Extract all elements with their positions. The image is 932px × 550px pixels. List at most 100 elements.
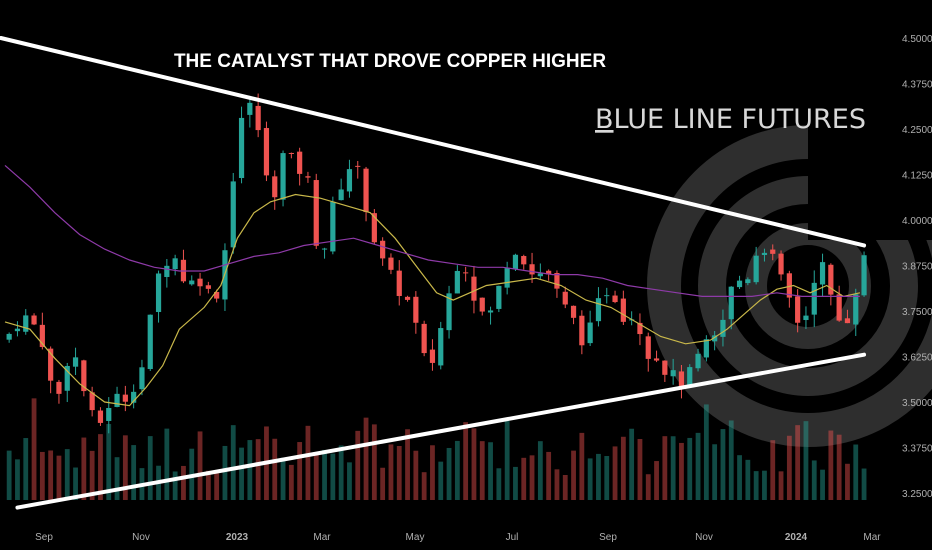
volume-bar [811, 460, 817, 500]
volume-bar [836, 434, 842, 500]
volume-bar [81, 437, 87, 500]
volume-bar [554, 469, 560, 500]
moving-average-line-1 [4, 193, 861, 407]
volume-bar [845, 463, 850, 500]
candlesticks [6, 93, 867, 434]
x-tick-label: Mar [863, 532, 881, 543]
volume-bar [172, 471, 178, 500]
candle-body [595, 298, 602, 322]
candle-body [31, 315, 37, 325]
volume-bar [363, 417, 369, 500]
y-tick-label: 3.8750 [902, 262, 932, 273]
candle-body [570, 305, 577, 318]
volume-bar [513, 466, 518, 500]
candle-body [753, 255, 759, 283]
volume-bar [820, 469, 825, 500]
volume-bar [828, 430, 834, 500]
volume-bar [454, 440, 460, 500]
volume-bar [114, 457, 120, 500]
candle-body [388, 257, 394, 270]
volume-bar [31, 398, 37, 500]
volume-bar [488, 442, 493, 500]
y-tick-label: 4.1250 [902, 171, 932, 182]
candle-body [147, 314, 153, 370]
volume-bar [15, 459, 20, 500]
volume-bar [471, 428, 477, 500]
volume-bar [479, 441, 485, 500]
candle-body [521, 256, 527, 265]
candle-body [131, 391, 137, 403]
candle-body [562, 291, 568, 305]
volume-bar [629, 428, 635, 500]
candle-body [238, 117, 245, 179]
lower-trendline [15, 352, 867, 510]
candle-body [380, 240, 386, 259]
y-tick-label: 3.3750 [902, 444, 932, 455]
x-tick-label: Jul [506, 532, 519, 543]
volume-bar [131, 445, 137, 500]
candle-body [612, 295, 618, 303]
candle-body [197, 278, 203, 287]
candle-body [496, 285, 502, 309]
candle-body [263, 128, 270, 176]
volume-bar [98, 434, 103, 500]
volume-bar [330, 453, 336, 500]
candle-body [205, 285, 211, 289]
y-tick-label: 4.2500 [902, 125, 932, 136]
y-tick-label: 4.5000 [902, 34, 932, 45]
candle-body [122, 394, 128, 402]
candle-body [89, 392, 95, 411]
volume-bar [214, 473, 220, 500]
volume-bar [571, 450, 576, 500]
volume-bar [770, 440, 776, 500]
volume-bar [795, 425, 801, 500]
volume-bar [521, 457, 527, 500]
candle-body [745, 279, 751, 284]
candle-body [255, 105, 261, 131]
volume-bar [405, 429, 410, 500]
candle-body [712, 335, 718, 342]
volume-bar [297, 442, 303, 500]
volume-bar [637, 439, 643, 500]
volume-bar [529, 455, 535, 500]
volume-bar [496, 468, 502, 500]
volume-bar [122, 435, 128, 500]
volume-bar [23, 438, 29, 500]
candle-body [670, 370, 676, 377]
volume-bar [645, 474, 651, 500]
volume-bar [546, 451, 552, 500]
upper-trendline [0, 36, 867, 248]
candle-body [587, 322, 593, 344]
svg-text:BLUE LINE FUTURES: BLUE LINE FUTURES [595, 104, 866, 135]
candle-body [355, 165, 361, 167]
x-tick-label: 2023 [226, 532, 249, 543]
candle-body [321, 248, 328, 250]
volume-bar [537, 441, 543, 500]
candle-body [695, 353, 701, 369]
candle-body [487, 310, 494, 313]
chart-title: THE CATALYST THAT DROVE COPPER HIGHER [174, 51, 606, 72]
candle-body [463, 272, 469, 274]
candle-body [330, 201, 336, 252]
volume-bar [56, 455, 62, 500]
candle-body [728, 286, 734, 320]
volume-bar [861, 468, 867, 500]
candle-body [761, 252, 768, 256]
volume-bar [446, 447, 452, 500]
candle-body [678, 371, 685, 389]
volume-bar [745, 459, 751, 500]
candle-body [313, 180, 319, 246]
volume-bar [596, 453, 601, 500]
volume-bar [272, 438, 278, 500]
volume-bar [762, 470, 767, 500]
volume-bar [670, 436, 676, 500]
candle-body [554, 273, 560, 289]
candle-body [346, 169, 353, 192]
candle-body [6, 333, 12, 340]
volume-bar [504, 420, 510, 500]
candle-body [504, 268, 510, 288]
volume-bar [371, 424, 377, 500]
y-axis: 4.5000 4.3750 4.2500 4.1250 4.0000 3.8750 3.75… [902, 34, 932, 500]
volume-bar [687, 437, 693, 500]
